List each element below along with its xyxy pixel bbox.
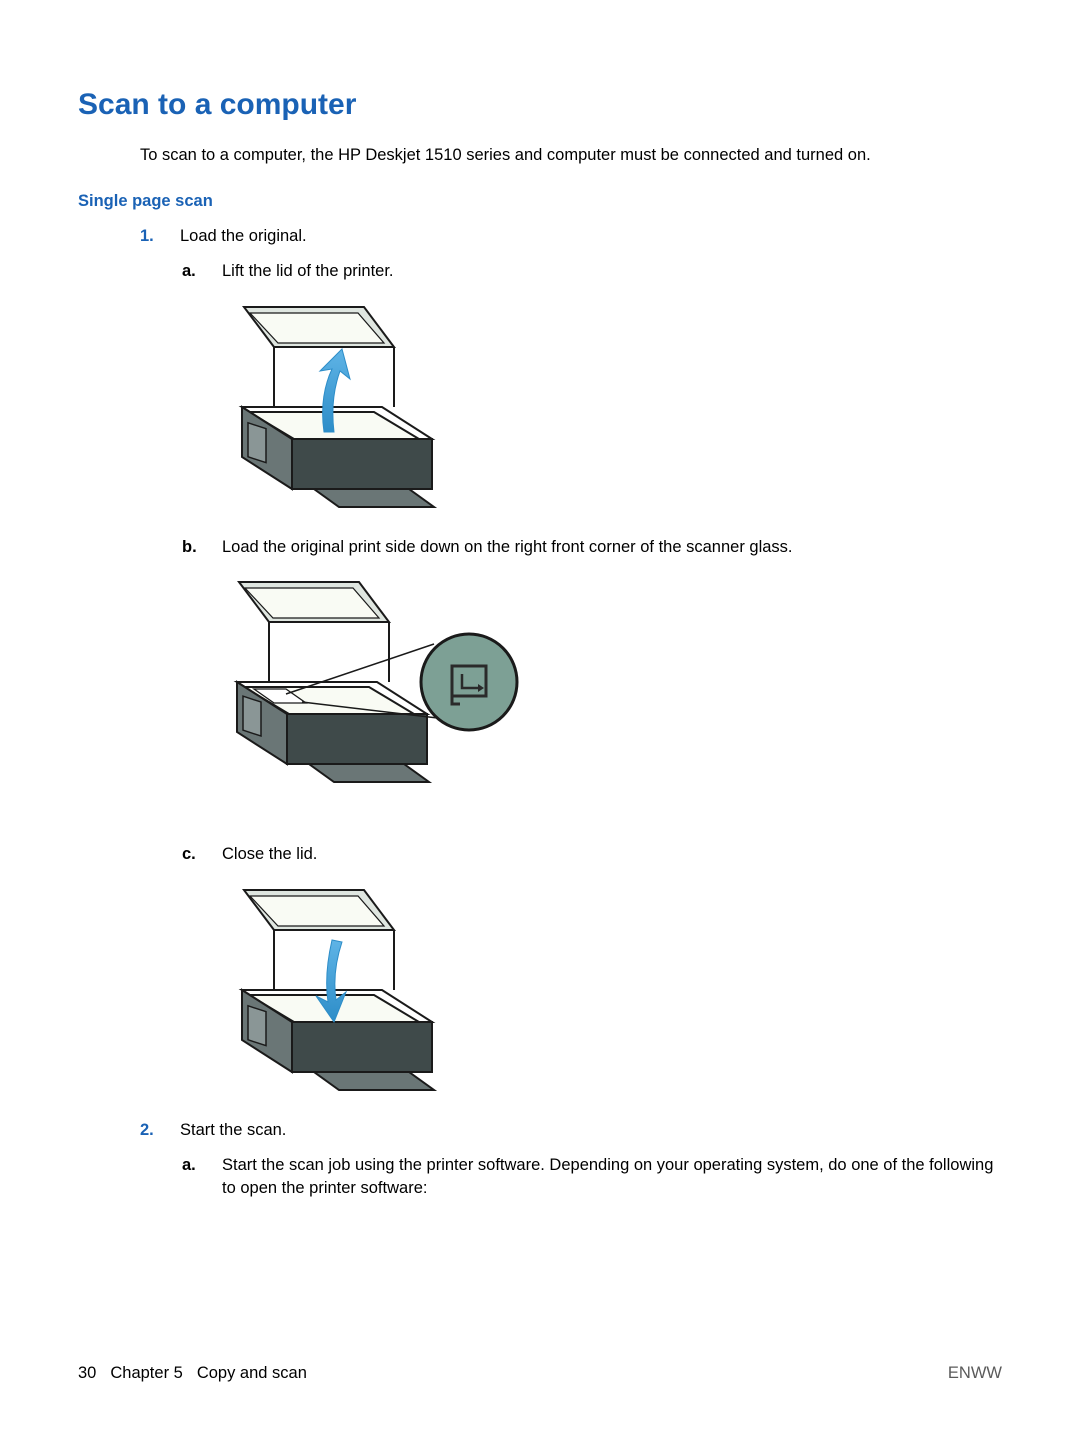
printer-load-icon [224, 574, 524, 824]
step-marker: 1. [140, 227, 162, 246]
step-2: 2. Start the scan. a. Start the scan job… [140, 1119, 1002, 1200]
substep-text: Load the original print side down on the… [222, 536, 1002, 559]
footer-chapter-title: Copy and scan [197, 1364, 307, 1383]
printer-close-icon [224, 880, 454, 1100]
substep-marker: a. [182, 1156, 204, 1175]
substep-1a: a. Lift the lid of the printer. [182, 260, 1002, 522]
step-marker: 2. [140, 1121, 162, 1140]
figure-lift-lid [224, 297, 1002, 522]
section-subheading: Single page scan [78, 192, 1002, 211]
numbered-steps: 1. Load the original. a. Lift the lid of… [140, 225, 1002, 1200]
step-text: Start the scan. [180, 1119, 286, 1142]
footer-chapter-label: Chapter 5 [110, 1364, 182, 1383]
page-title: Scan to a computer [78, 88, 1002, 122]
step-1: 1. Load the original. a. Lift the lid of… [140, 225, 1002, 1104]
substep-1c: c. Close the lid. [182, 843, 1002, 1105]
figure-close-lid [224, 880, 1002, 1105]
printer-lift-icon [224, 297, 454, 517]
substep-marker: b. [182, 538, 204, 557]
figure-load-original [224, 574, 1002, 829]
footer-page-number: 30 [78, 1364, 96, 1383]
substep-text: Lift the lid of the printer. [222, 260, 1002, 283]
substep-marker: c. [182, 845, 204, 864]
substep-2a: a. Start the scan job using the printer … [182, 1154, 1002, 1200]
step-text: Load the original. [180, 225, 307, 248]
substep-1b: b. Load the original print side down on … [182, 536, 1002, 828]
substeps-1: a. Lift the lid of the printer. [182, 260, 1002, 1104]
intro-paragraph: To scan to a computer, the HP Deskjet 15… [140, 144, 1002, 166]
document-page: Scan to a computer To scan to a computer… [0, 0, 1080, 1437]
substep-text: Close the lid. [222, 843, 1002, 866]
page-footer: 30 Chapter 5 Copy and scan ENWW [78, 1364, 1002, 1383]
substeps-2: a. Start the scan job using the printer … [182, 1154, 1002, 1200]
footer-right: ENWW [948, 1364, 1002, 1383]
substep-marker: a. [182, 262, 204, 281]
substep-text: Start the scan job using the printer sof… [222, 1154, 1002, 1200]
